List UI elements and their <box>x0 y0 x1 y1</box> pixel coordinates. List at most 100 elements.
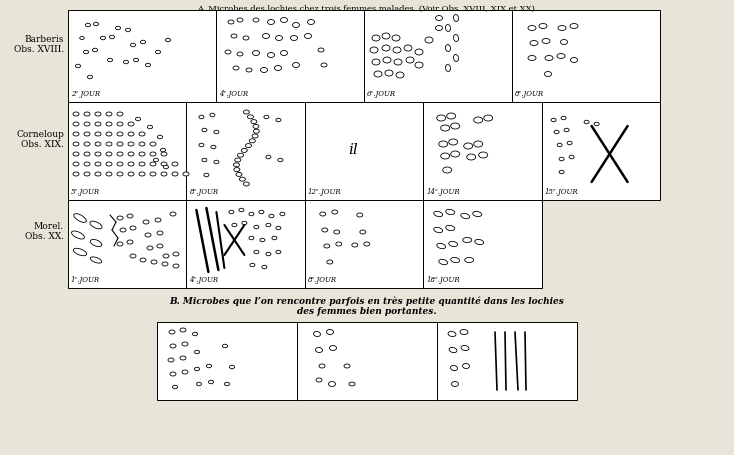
Ellipse shape <box>73 172 79 176</box>
Ellipse shape <box>246 68 252 72</box>
Ellipse shape <box>235 158 241 162</box>
Ellipse shape <box>84 122 90 126</box>
Ellipse shape <box>95 122 101 126</box>
Ellipse shape <box>440 125 450 131</box>
Ellipse shape <box>316 348 322 353</box>
Bar <box>297 322 437 400</box>
Ellipse shape <box>252 51 260 56</box>
Ellipse shape <box>128 142 134 146</box>
Ellipse shape <box>73 132 79 136</box>
Ellipse shape <box>382 45 390 51</box>
Ellipse shape <box>161 162 167 166</box>
Text: 8ᵉ.JOUR: 8ᵉ.JOUR <box>189 188 219 196</box>
Ellipse shape <box>484 115 493 121</box>
Ellipse shape <box>117 122 123 126</box>
Ellipse shape <box>214 160 219 164</box>
Ellipse shape <box>406 57 414 63</box>
Ellipse shape <box>157 231 163 235</box>
Bar <box>68 102 186 200</box>
Ellipse shape <box>84 162 90 166</box>
Ellipse shape <box>239 208 244 212</box>
Ellipse shape <box>134 58 139 62</box>
Ellipse shape <box>173 252 179 256</box>
Ellipse shape <box>564 128 569 132</box>
Text: Corneloup
Obs. XIX.: Corneloup Obs. XIX. <box>16 130 64 149</box>
Ellipse shape <box>276 118 281 122</box>
Ellipse shape <box>321 63 327 67</box>
Ellipse shape <box>473 117 483 123</box>
Ellipse shape <box>229 210 234 214</box>
Ellipse shape <box>249 212 254 216</box>
Ellipse shape <box>90 221 102 229</box>
Text: 14ᵉ.JOUR: 14ᵉ.JOUR <box>426 188 459 196</box>
Ellipse shape <box>155 218 161 222</box>
Ellipse shape <box>272 236 277 240</box>
Ellipse shape <box>150 152 156 156</box>
Ellipse shape <box>252 134 258 138</box>
Ellipse shape <box>117 152 123 156</box>
Ellipse shape <box>253 18 259 22</box>
Ellipse shape <box>319 364 325 368</box>
Ellipse shape <box>528 56 536 61</box>
Ellipse shape <box>462 238 472 243</box>
Ellipse shape <box>225 50 231 54</box>
Ellipse shape <box>554 130 559 134</box>
Ellipse shape <box>280 212 285 216</box>
Text: A. Microbes des lochies chez trois femmes malades. (Voir Obs. XVIII, XIX et XX).: A. Microbes des lochies chez trois femme… <box>197 5 537 13</box>
Ellipse shape <box>327 260 333 264</box>
Ellipse shape <box>73 248 87 256</box>
Ellipse shape <box>364 242 370 246</box>
Ellipse shape <box>85 23 90 27</box>
Ellipse shape <box>305 34 311 39</box>
Ellipse shape <box>446 25 451 31</box>
Ellipse shape <box>372 35 380 41</box>
Ellipse shape <box>473 141 483 147</box>
Ellipse shape <box>451 123 459 129</box>
Ellipse shape <box>237 52 243 56</box>
Ellipse shape <box>84 152 90 156</box>
Ellipse shape <box>320 212 326 216</box>
Text: il: il <box>348 143 357 157</box>
Bar <box>186 102 305 200</box>
Ellipse shape <box>462 364 470 369</box>
Ellipse shape <box>415 49 423 55</box>
Ellipse shape <box>73 142 79 146</box>
Ellipse shape <box>210 113 215 117</box>
Ellipse shape <box>449 347 457 353</box>
Ellipse shape <box>247 115 253 119</box>
Ellipse shape <box>84 172 90 176</box>
Ellipse shape <box>324 244 330 248</box>
Ellipse shape <box>202 128 207 132</box>
Ellipse shape <box>170 344 176 348</box>
Ellipse shape <box>528 25 536 30</box>
Text: 1ᵉ.JOUR: 1ᵉ.JOUR <box>71 276 100 284</box>
Ellipse shape <box>465 258 473 263</box>
Ellipse shape <box>330 345 336 350</box>
Bar <box>186 200 305 288</box>
Ellipse shape <box>84 50 89 54</box>
Ellipse shape <box>117 112 123 116</box>
Ellipse shape <box>84 132 90 136</box>
Ellipse shape <box>128 132 134 136</box>
Ellipse shape <box>109 35 115 39</box>
Ellipse shape <box>127 240 133 244</box>
Ellipse shape <box>467 154 476 160</box>
Text: Morel.
Obs. XX.: Morel. Obs. XX. <box>25 222 64 242</box>
Ellipse shape <box>570 57 578 62</box>
Text: 12ᵉ.JOUR: 12ᵉ.JOUR <box>308 188 341 196</box>
Ellipse shape <box>172 385 178 389</box>
Ellipse shape <box>264 115 269 119</box>
Ellipse shape <box>545 56 553 61</box>
Ellipse shape <box>106 112 112 116</box>
Ellipse shape <box>261 67 267 72</box>
Text: 8ᵉ.JOUR: 8ᵉ.JOUR <box>515 90 544 98</box>
Ellipse shape <box>192 332 197 336</box>
Ellipse shape <box>183 172 189 176</box>
Ellipse shape <box>561 40 567 45</box>
Ellipse shape <box>95 152 101 156</box>
Ellipse shape <box>95 162 101 166</box>
Ellipse shape <box>150 142 156 146</box>
Ellipse shape <box>87 75 92 79</box>
Ellipse shape <box>150 162 156 166</box>
Ellipse shape <box>446 65 451 71</box>
